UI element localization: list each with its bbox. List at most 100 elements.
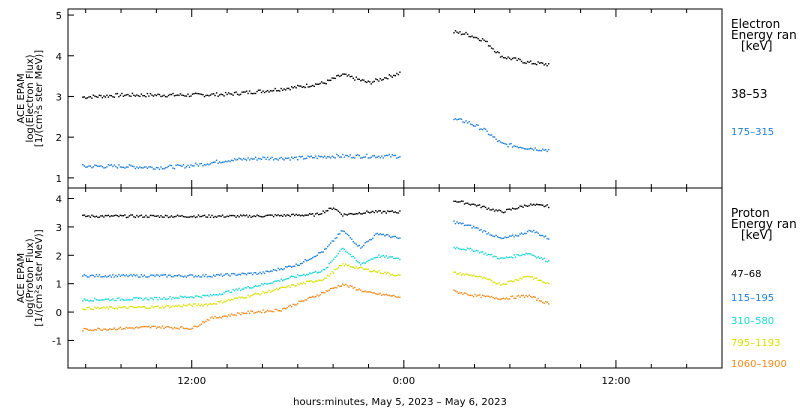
data-point <box>505 208 508 211</box>
data-point <box>457 273 460 275</box>
data-point <box>164 326 167 328</box>
data-point <box>256 311 258 313</box>
data-point <box>520 60 523 63</box>
data-point <box>502 142 505 144</box>
data-point <box>95 215 98 217</box>
data-point <box>190 274 192 276</box>
data-point <box>486 295 488 297</box>
data-point <box>528 229 530 232</box>
data-point <box>104 275 107 277</box>
data-point <box>86 166 88 168</box>
data-point <box>232 94 234 96</box>
data-point <box>343 230 345 233</box>
data-point <box>149 327 152 329</box>
data-point <box>182 327 185 329</box>
data-point <box>173 305 176 308</box>
data-point <box>172 304 174 307</box>
data-point <box>131 298 134 301</box>
data-point <box>457 118 460 120</box>
data-point <box>322 291 324 294</box>
data-point <box>471 275 473 277</box>
data-point <box>471 123 473 126</box>
data-point <box>382 210 384 213</box>
data-point <box>146 167 149 169</box>
data-point <box>490 209 493 211</box>
data-point <box>226 273 228 275</box>
data-point <box>459 272 461 274</box>
data-point <box>88 329 90 331</box>
data-point <box>478 275 481 277</box>
data-point <box>214 94 216 97</box>
data-point <box>238 157 240 159</box>
data-point <box>315 270 317 273</box>
data-point <box>309 213 311 215</box>
data-point <box>369 270 371 273</box>
data-point <box>360 247 362 249</box>
data-point <box>107 329 110 331</box>
data-point <box>211 294 213 297</box>
data-point <box>505 297 508 299</box>
data-point <box>469 204 472 206</box>
data-point <box>339 211 341 214</box>
data-point <box>375 156 377 159</box>
data-point <box>328 207 330 210</box>
data-point <box>507 257 509 259</box>
data-point <box>223 292 225 294</box>
data-point <box>342 247 344 250</box>
data-point <box>537 149 539 152</box>
data-point <box>94 297 96 300</box>
data-point <box>140 306 143 308</box>
data-point <box>373 80 375 83</box>
data-point <box>208 214 210 216</box>
data-point <box>456 221 458 223</box>
data-point <box>304 157 306 160</box>
data-point <box>495 209 497 211</box>
panel-frame-proton <box>67 187 723 369</box>
data-point <box>202 215 204 217</box>
data-point <box>121 306 123 309</box>
data-point <box>387 233 389 236</box>
data-point <box>391 256 393 258</box>
data-point <box>384 235 386 237</box>
data-point <box>457 32 460 34</box>
data-point <box>218 274 221 276</box>
data-point <box>357 245 359 247</box>
data-point <box>181 275 183 277</box>
data-point <box>98 307 101 310</box>
data-point <box>173 95 176 97</box>
data-point <box>292 87 294 89</box>
data-point <box>545 63 547 65</box>
data-point <box>103 95 105 97</box>
data-point <box>346 264 348 267</box>
data-point <box>336 268 338 270</box>
x-axis-title: hours:minutes, May 5, 2023 – May 6, 2023 <box>293 397 507 408</box>
data-point <box>454 222 457 225</box>
data-point <box>179 326 182 328</box>
data-point <box>361 79 363 81</box>
data-point <box>495 234 497 236</box>
legend-entry-proton: 115–195 <box>731 293 774 304</box>
data-point <box>369 291 371 293</box>
data-point <box>152 325 155 327</box>
data-point <box>179 164 182 167</box>
data-point <box>251 158 254 160</box>
data-point <box>507 236 509 238</box>
data-point <box>238 296 240 298</box>
data-point <box>115 299 117 302</box>
data-point <box>220 93 222 95</box>
data-point <box>310 258 312 260</box>
data-point <box>376 79 378 81</box>
data-point <box>379 256 381 258</box>
data-point <box>548 260 550 262</box>
legend-title-proton: Proton <box>731 206 770 220</box>
data-point <box>263 311 266 314</box>
data-point <box>348 264 350 266</box>
data-point <box>394 75 396 77</box>
data-point <box>113 164 116 166</box>
data-point <box>391 154 393 156</box>
data-point <box>490 47 493 49</box>
data-point <box>316 212 318 214</box>
data-point <box>190 328 192 330</box>
data-point <box>196 276 198 278</box>
data-point <box>390 295 392 297</box>
